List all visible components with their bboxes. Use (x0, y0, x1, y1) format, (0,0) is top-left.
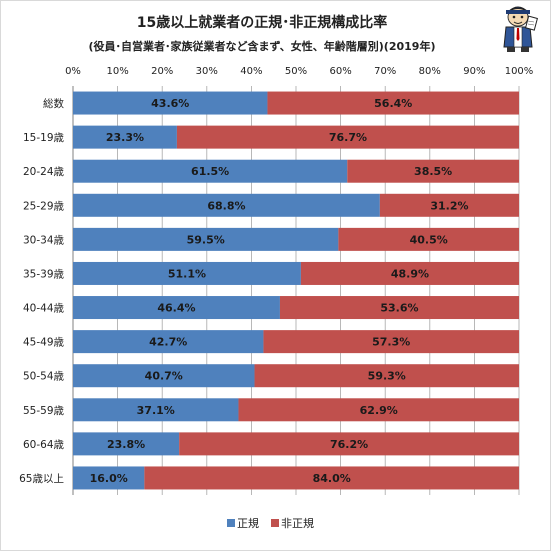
category-label: 総数 (43, 97, 64, 110)
x-tick-label: 0% (65, 66, 81, 77)
legend-label: 正規 (237, 516, 259, 530)
data-label: 23.8% (107, 438, 145, 451)
category-label: 45-49歳 (23, 337, 65, 349)
data-label: 42.7% (149, 336, 187, 349)
bar-segment (73, 193, 380, 217)
legend-swatch (271, 519, 279, 527)
data-label: 68.8% (207, 199, 245, 212)
x-tick-label: 40% (240, 66, 262, 77)
bar-segment (347, 159, 519, 183)
data-label: 53.6% (380, 302, 418, 315)
data-label: 40.7% (145, 370, 183, 383)
data-label: 48.9% (391, 267, 429, 280)
data-label: 31.2% (430, 199, 468, 212)
bar-segment (179, 432, 519, 456)
bar-segment (73, 398, 239, 422)
bar-segment (73, 466, 145, 490)
category-labels: 総数 15-19歳 20-24歳 25-29歳 30-34歳 35-39歳 40-44歳 45… (19, 97, 64, 485)
x-tick-label: 100% (505, 66, 534, 77)
category-label: 40-44歳 (23, 303, 65, 315)
category-label: 25-29歳 (23, 200, 65, 212)
data-label: 61.5% (191, 165, 229, 178)
gridlines (72, 86, 520, 495)
category-label: 35-39歳 (23, 268, 65, 280)
bar-segment (300, 261, 519, 285)
legend-label: 非正規 (281, 516, 314, 530)
legend-swatch (227, 519, 235, 527)
category-label: 55-59歳 (23, 405, 65, 417)
data-label: 51.1% (168, 267, 206, 280)
data-label: 59.3% (368, 370, 406, 383)
bar-segment (379, 193, 519, 217)
bar-segment (279, 296, 519, 320)
data-label: 57.3% (372, 336, 410, 349)
bars (73, 91, 520, 490)
category-label: 50-54歳 (23, 371, 65, 383)
bar-segment (254, 364, 519, 388)
bar-segment (73, 432, 180, 456)
category-label: 30-34歳 (23, 234, 65, 246)
bar-segment (73, 125, 177, 149)
legend: 正規 非正規 (227, 516, 314, 530)
x-tick-label: 50% (285, 66, 307, 77)
data-label: 16.0% (90, 472, 128, 485)
x-tick-label: 30% (196, 66, 218, 77)
data-label: 43.6% (151, 97, 189, 110)
x-tick-label: 70% (374, 66, 396, 77)
bar-segment (73, 159, 348, 183)
bar-segment (144, 466, 520, 490)
data-label: 76.7% (329, 131, 367, 144)
data-label: 62.9% (360, 404, 398, 417)
bar-segment (238, 398, 519, 422)
bar-segment (73, 364, 255, 388)
chart-title: 15歳以上就業者の正規･非正規構成比率 (137, 14, 387, 31)
bar-segment (73, 91, 268, 115)
mascot-character-icon (503, 6, 538, 52)
data-label: 46.4% (157, 302, 195, 315)
x-tick-label: 10% (106, 66, 128, 77)
bar-segment (73, 261, 301, 285)
x-tick-label: 60% (329, 66, 351, 77)
data-label: 38.5% (414, 165, 452, 178)
bar-segment (267, 91, 519, 115)
x-tick-label: 80% (419, 66, 441, 77)
x-tick-labels: 0% 10% 20% 30% 40% 50% 60% 70% 80% 90% 100% (65, 66, 533, 77)
data-label: 84.0% (313, 472, 351, 485)
bar-segment (73, 296, 280, 320)
bar-segment (73, 227, 339, 251)
category-label: 65歳以上 (19, 473, 64, 485)
bar-segment (338, 227, 519, 251)
bar-segment (176, 125, 519, 149)
data-labels: 43.6% 56.4% 23.3% 76.7% 61.5% 38.5% 68.8% 31.2%… (90, 97, 469, 485)
chart-subtitle: (役員･自営業者･家族従業者など含まず、女性、年齢階層別)(2019年) (89, 39, 436, 53)
category-label: 15-19歳 (23, 132, 65, 144)
data-label: 76.2% (330, 438, 368, 451)
category-label: 60-64歳 (23, 439, 65, 451)
x-tick-label: 90% (463, 66, 485, 77)
x-tick-label: 20% (151, 66, 173, 77)
data-label: 37.1% (137, 404, 175, 417)
bar-segment (263, 330, 519, 354)
data-label: 40.5% (410, 233, 448, 246)
bar-segment (73, 330, 264, 354)
data-label: 59.5% (187, 233, 225, 246)
category-label: 20-24歳 (23, 166, 65, 178)
data-label: 56.4% (374, 97, 412, 110)
data-label: 23.3% (106, 131, 144, 144)
